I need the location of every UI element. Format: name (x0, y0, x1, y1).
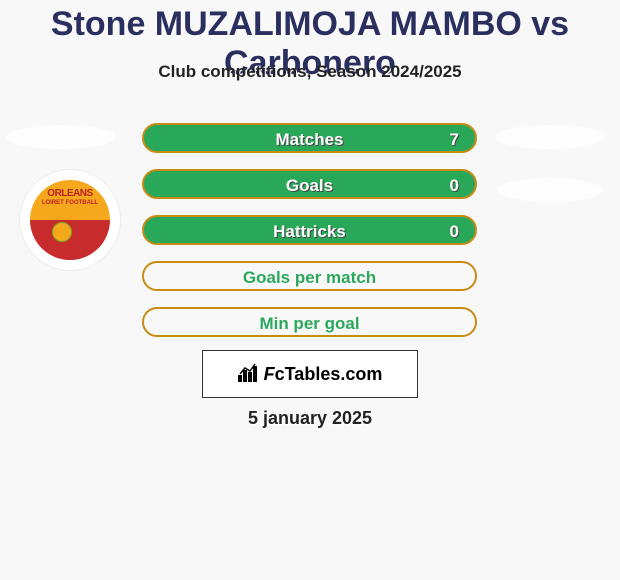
club-badge: ORLEANSLOIRET FOOTBALL (20, 170, 120, 270)
source-logo: FcTables.com (202, 350, 418, 398)
source-logo-text: FcTables.com (264, 364, 383, 385)
badge-line1: ORLEANS (30, 188, 110, 199)
stat-row-min-per-goal: Min per goal (142, 307, 477, 337)
stat-value: 7 (450, 125, 459, 155)
date-label: 5 january 2025 (0, 408, 620, 429)
stat-row-hattricks: Hattricks0 (142, 215, 477, 245)
player-placeholder-0 (6, 125, 116, 149)
stat-label: Goals per match (144, 263, 475, 293)
stat-row-matches: Matches7 (142, 123, 477, 153)
ball-icon (52, 222, 72, 242)
stat-row-goals: Goals0 (142, 169, 477, 199)
badge-line2: LOIRET FOOTBALL (30, 200, 110, 206)
stat-label: Hattricks (144, 217, 475, 247)
subtitle: Club competitions, Season 2024/2025 (0, 62, 620, 82)
player-placeholder-1 (495, 125, 605, 149)
stat-row-goals-per-match: Goals per match (142, 261, 477, 291)
bars-icon (238, 362, 260, 387)
stat-value: 0 (450, 217, 459, 247)
stat-label: Matches (144, 125, 475, 155)
stat-label: Min per goal (144, 309, 475, 339)
player-placeholder-2 (497, 178, 603, 202)
stat-label: Goals (144, 171, 475, 201)
stat-value: 0 (450, 171, 459, 201)
